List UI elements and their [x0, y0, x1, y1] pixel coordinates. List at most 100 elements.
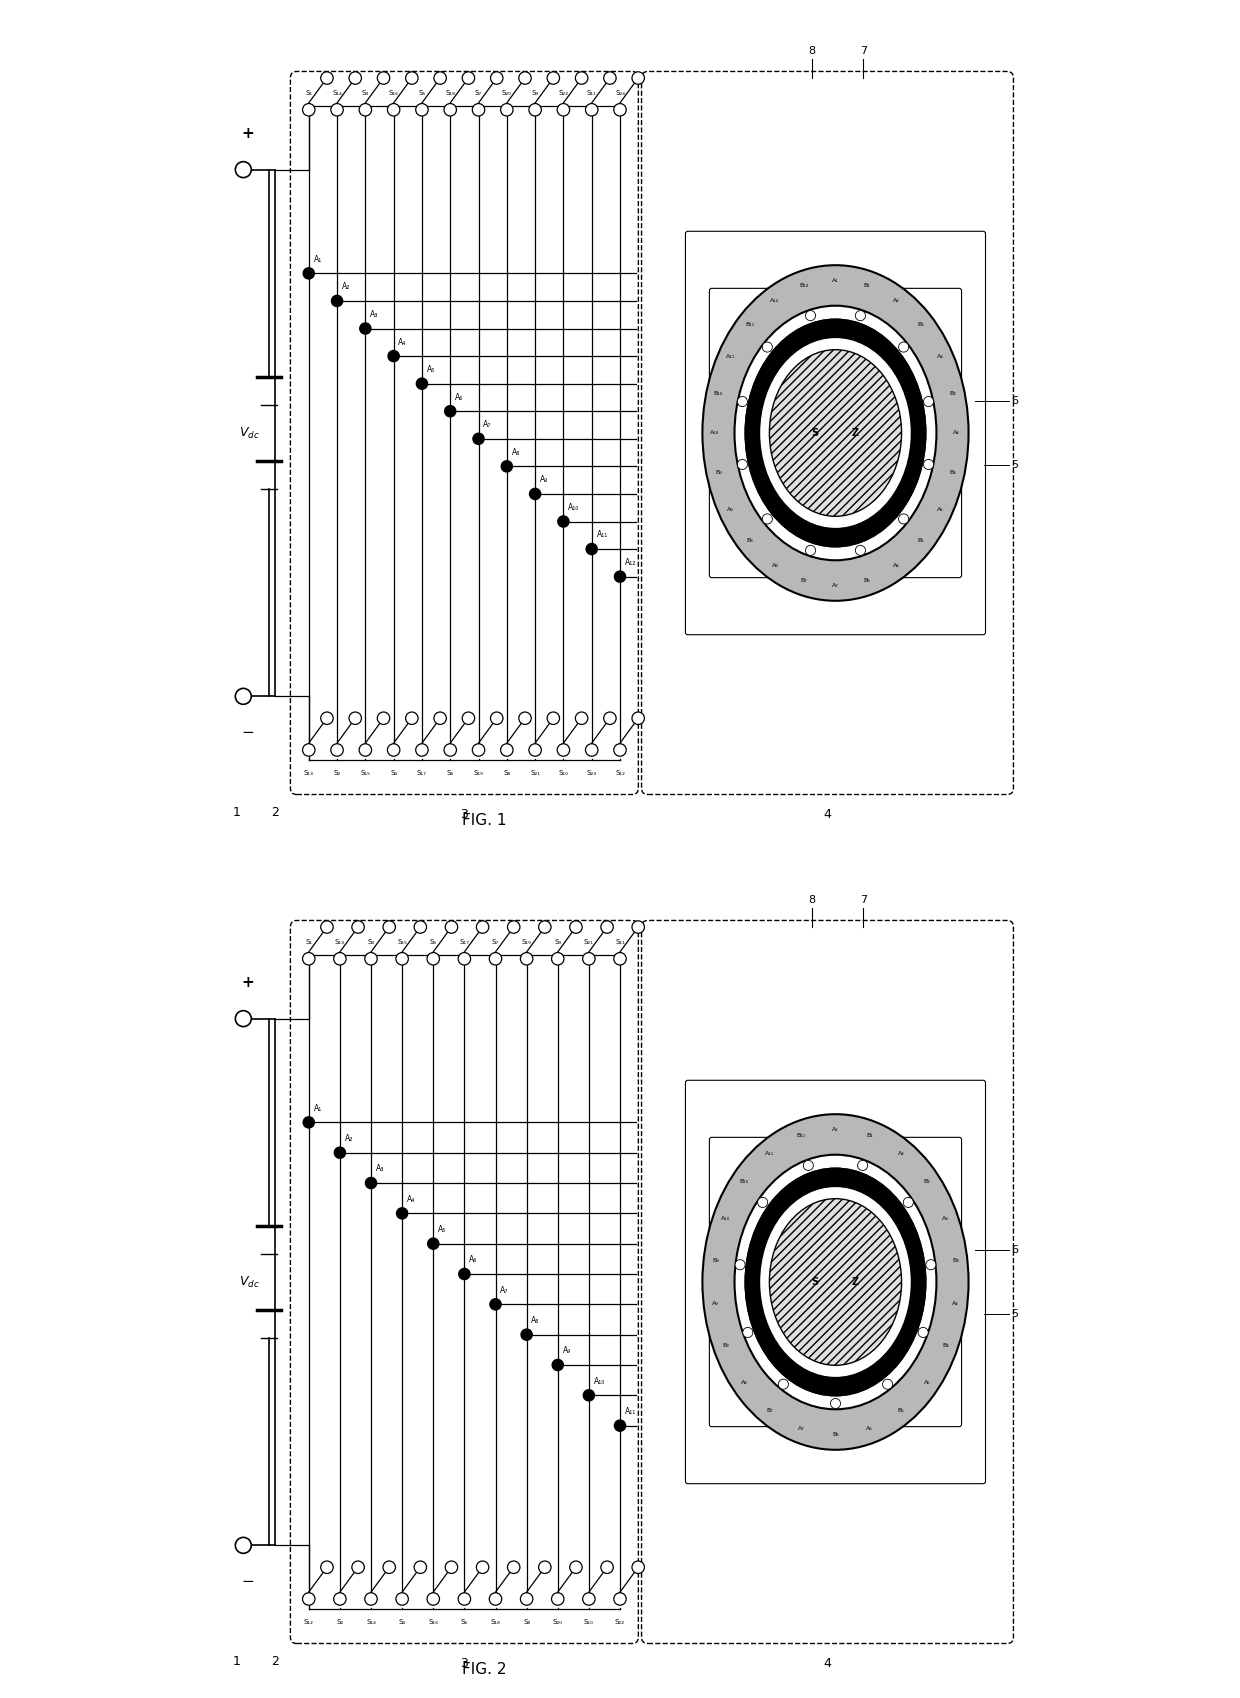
Circle shape: [529, 489, 541, 499]
Text: S₅: S₅: [429, 939, 436, 946]
Text: S₁: S₁: [305, 90, 312, 97]
Circle shape: [331, 104, 343, 115]
Circle shape: [782, 533, 792, 543]
Text: B₃: B₃: [952, 1258, 959, 1263]
Text: A₆: A₆: [867, 1426, 873, 1431]
Circle shape: [632, 711, 645, 725]
Text: S₁₀: S₁₀: [584, 1618, 594, 1625]
Text: A₃: A₃: [937, 355, 944, 358]
Text: A₁₂: A₁₂: [770, 299, 780, 304]
Text: B₂: B₂: [924, 1180, 930, 1185]
Circle shape: [360, 323, 371, 335]
Circle shape: [914, 1231, 921, 1238]
Text: S₉: S₉: [532, 90, 538, 97]
Text: S₇: S₇: [475, 90, 482, 97]
Circle shape: [414, 1560, 427, 1574]
Text: B₁: B₁: [867, 1133, 873, 1138]
Circle shape: [923, 430, 930, 436]
Circle shape: [921, 1294, 929, 1302]
Text: B₅: B₅: [918, 538, 925, 543]
Circle shape: [614, 1593, 626, 1605]
Circle shape: [459, 1268, 470, 1280]
Circle shape: [427, 1593, 439, 1605]
Circle shape: [910, 372, 918, 379]
Ellipse shape: [760, 1187, 910, 1377]
Text: S₂: S₂: [336, 1618, 343, 1625]
Text: A₁₁: A₁₁: [725, 355, 735, 358]
Circle shape: [786, 528, 794, 537]
Circle shape: [397, 1207, 408, 1219]
Circle shape: [758, 1197, 768, 1207]
Circle shape: [360, 744, 372, 756]
Ellipse shape: [702, 1114, 968, 1450]
Circle shape: [405, 711, 418, 725]
Circle shape: [552, 1593, 564, 1605]
Circle shape: [782, 323, 792, 333]
Circle shape: [763, 514, 773, 525]
Circle shape: [924, 460, 934, 469]
Circle shape: [926, 1260, 936, 1270]
Circle shape: [444, 104, 456, 115]
Circle shape: [521, 953, 533, 964]
Text: Z: Z: [852, 428, 859, 438]
Circle shape: [472, 433, 484, 445]
Text: S₁₃: S₁₃: [304, 769, 314, 776]
Text: A₁₀: A₁₀: [709, 431, 719, 435]
Circle shape: [883, 1175, 893, 1185]
Text: B₃: B₃: [949, 391, 956, 396]
Circle shape: [236, 1537, 252, 1554]
Circle shape: [547, 711, 559, 725]
Circle shape: [445, 406, 456, 416]
Circle shape: [856, 311, 866, 321]
Circle shape: [558, 516, 569, 526]
Circle shape: [883, 1379, 893, 1389]
Circle shape: [832, 543, 839, 552]
Circle shape: [806, 1389, 813, 1396]
Circle shape: [806, 545, 816, 555]
Text: S₄: S₄: [398, 1618, 405, 1625]
Text: A₅: A₅: [937, 508, 944, 511]
Circle shape: [507, 920, 520, 934]
Circle shape: [434, 71, 446, 85]
Circle shape: [632, 1560, 645, 1574]
Circle shape: [236, 161, 252, 178]
Circle shape: [490, 1299, 501, 1309]
Text: A₂: A₂: [898, 1151, 904, 1156]
Circle shape: [779, 1175, 789, 1185]
Text: 7: 7: [859, 46, 867, 56]
Circle shape: [569, 920, 582, 934]
Text: S₁₁: S₁₁: [587, 90, 596, 97]
Circle shape: [753, 372, 760, 379]
Circle shape: [910, 487, 918, 494]
Circle shape: [352, 920, 365, 934]
Circle shape: [352, 1560, 365, 1574]
Circle shape: [472, 104, 485, 115]
Text: A₆: A₆: [469, 1255, 477, 1265]
Ellipse shape: [734, 1155, 936, 1409]
Text: B₁₁: B₁₁: [745, 323, 754, 328]
Circle shape: [899, 514, 909, 525]
Circle shape: [758, 1357, 768, 1367]
Text: S₂₄: S₂₄: [615, 90, 625, 97]
Circle shape: [753, 487, 760, 494]
Circle shape: [491, 711, 503, 725]
Circle shape: [804, 1160, 813, 1170]
Text: A₅: A₅: [438, 1224, 446, 1234]
Circle shape: [236, 688, 252, 705]
Circle shape: [557, 744, 569, 756]
Text: A₃: A₃: [376, 1165, 384, 1173]
Text: A₇: A₇: [500, 1285, 508, 1296]
Text: A₅: A₅: [427, 365, 435, 374]
Text: S₆: S₆: [461, 1618, 467, 1625]
Circle shape: [303, 1117, 315, 1127]
Circle shape: [458, 953, 471, 964]
Text: B₈: B₈: [746, 538, 753, 543]
Circle shape: [557, 104, 569, 115]
Text: $V_{dc}$: $V_{dc}$: [239, 426, 260, 440]
Text: S₂₁: S₂₁: [531, 769, 541, 776]
Circle shape: [427, 953, 439, 964]
Circle shape: [877, 528, 884, 537]
Circle shape: [587, 543, 598, 555]
Circle shape: [331, 295, 342, 307]
Circle shape: [926, 428, 937, 438]
